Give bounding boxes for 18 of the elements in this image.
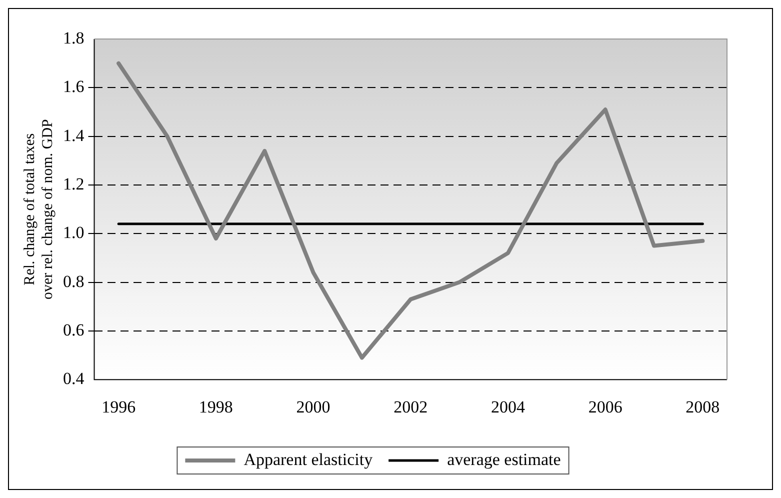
y-tick-label: 0.4	[63, 369, 85, 388]
y-tick-label: 1.6	[63, 77, 84, 96]
legend-label: average estimate	[447, 450, 561, 469]
legend-label: Apparent elasticity	[244, 450, 374, 469]
y-tick-label: 1.2	[63, 174, 84, 194]
x-tick-label: 2004	[490, 397, 526, 416]
y-tick-label: 1.4	[63, 126, 85, 145]
x-tick-label: 2002	[394, 397, 428, 416]
x-tick-label: 2008	[686, 397, 720, 416]
x-tick-label: 2006	[588, 397, 622, 416]
y-tick-label: 1.8	[63, 28, 84, 48]
y-tick-label: 0.8	[63, 272, 84, 291]
y-tick-label: 0.6	[63, 320, 84, 340]
x-tick-label: 1998	[198, 397, 233, 416]
y-tick-label: 1.0	[63, 223, 84, 242]
x-tick-label: 1996	[102, 397, 136, 416]
y-axis-title: Rel. change of total taxes over rel. change of nom. GDP	[22, 119, 56, 300]
x-tick-label: 2000	[296, 397, 330, 416]
